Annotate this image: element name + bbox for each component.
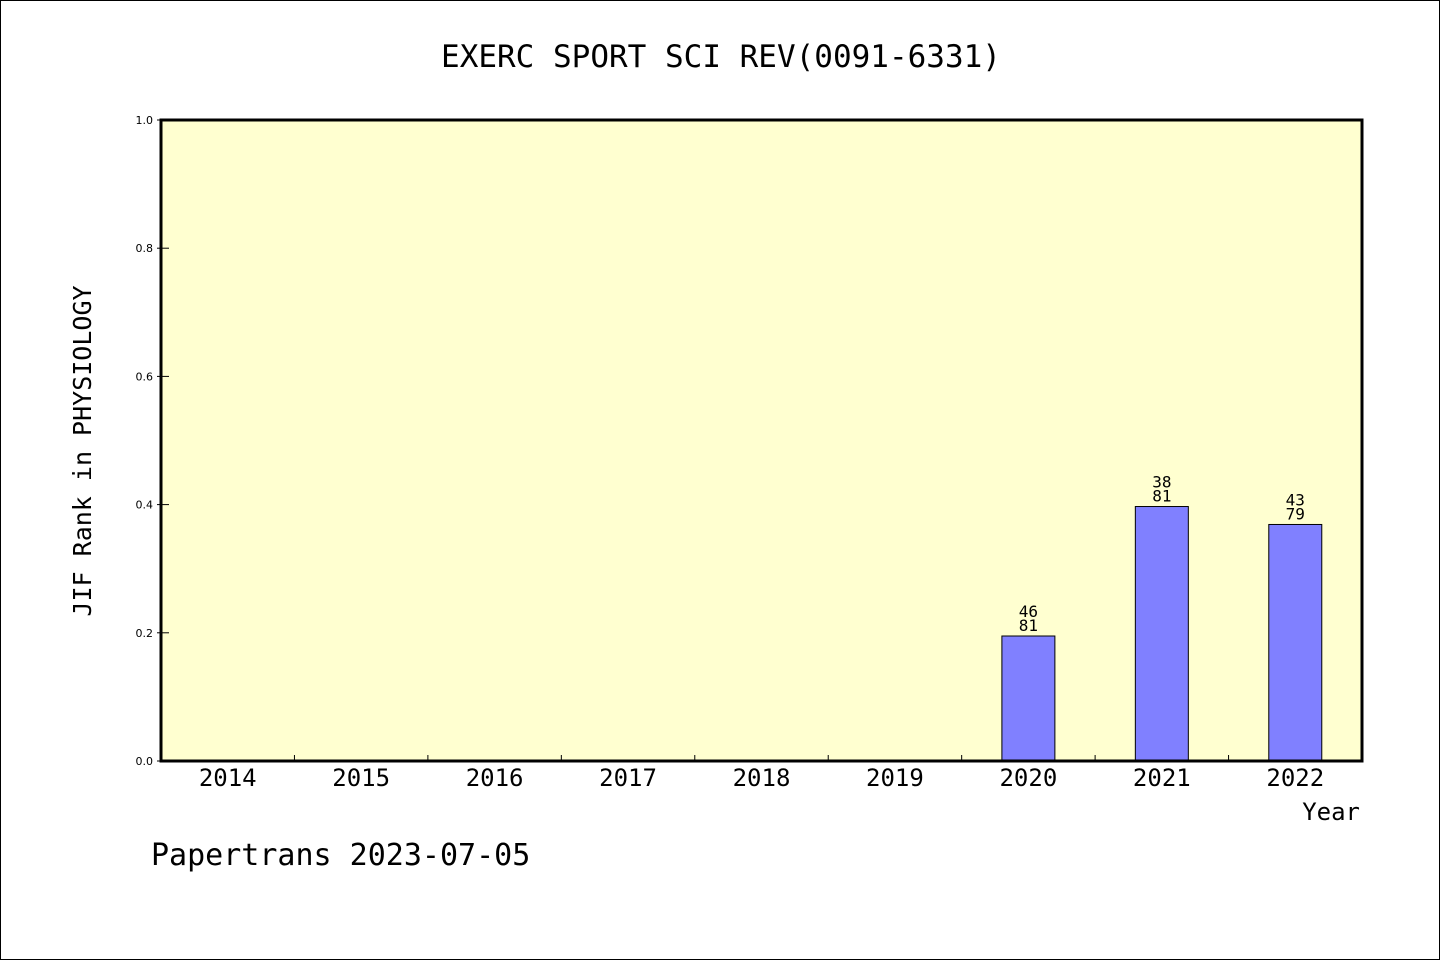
bar-2020: [1001, 635, 1056, 762]
y-axis-label: JIF Rank in PHYSIOLOGY: [68, 285, 97, 616]
bars-group: [1001, 506, 1323, 762]
x-tick-label: 2015: [332, 764, 390, 792]
bar-total-label: 79: [1286, 504, 1305, 523]
x-tick-label: 2017: [599, 764, 657, 792]
y-tick-label: 1.0: [136, 114, 154, 127]
y-tick-label: 0.0: [136, 755, 154, 768]
bar-total-label: 81: [1152, 487, 1171, 506]
bar-total-label: 81: [1019, 616, 1038, 635]
plot-border: [159, 118, 1364, 763]
chart-title: EXERC SPORT SCI REV(0091-6331): [441, 39, 1001, 75]
x-tick-label: 2014: [199, 764, 257, 792]
x-tick-label: 2016: [466, 764, 524, 792]
bar-rank-label: 46: [1019, 602, 1038, 621]
x-axis-label: Year: [1302, 798, 1360, 826]
y-tick-label: 0.8: [136, 242, 154, 255]
y-tick-label: 0.2: [136, 627, 154, 640]
y-tick-label: 0.4: [136, 499, 154, 512]
footer-date-stamp: Papertrans 2023-07-05: [151, 838, 530, 873]
x-axis: 2014 2015 2016 2017 2018 2019 2020 2021 2022: [199, 755, 1324, 792]
x-tick-label: 2020: [999, 764, 1057, 792]
x-tick-label: 2019: [866, 764, 924, 792]
bar-2022: [1268, 523, 1323, 762]
y-tick-label: 0.6: [136, 370, 154, 383]
x-tick-label: 2022: [1266, 764, 1324, 792]
bar-2021: [1134, 506, 1189, 762]
bar-rank-label: 43: [1286, 490, 1305, 509]
y-axis: 0.0 0.2 0.4 0.6 0.8 1.0: [136, 114, 169, 768]
x-tick-label: 2021: [1133, 764, 1191, 792]
bar-rank-label: 38: [1152, 473, 1171, 492]
x-tick-label: 2018: [733, 764, 791, 792]
